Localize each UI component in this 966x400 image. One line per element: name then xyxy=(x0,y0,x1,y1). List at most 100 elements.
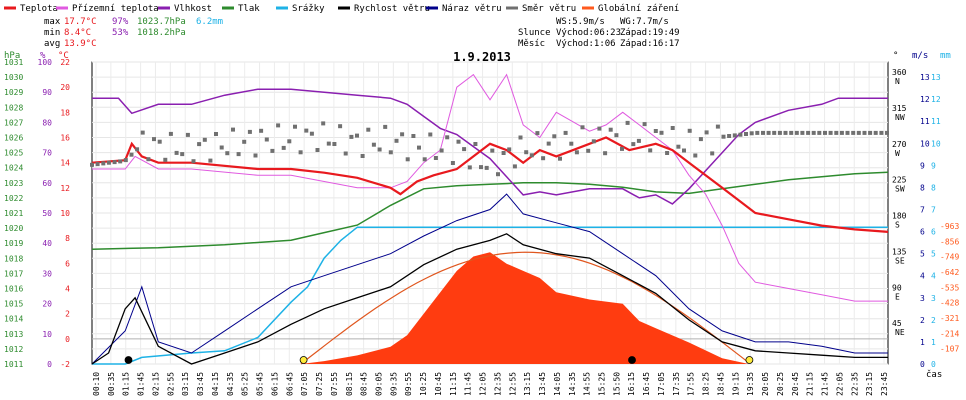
tick-x: 12:55 xyxy=(508,372,517,396)
wind-direction-dot xyxy=(636,138,641,143)
tick-x: 10:25 xyxy=(419,372,428,396)
wind-direction-dot xyxy=(417,145,421,150)
wind-direction-dot xyxy=(777,130,782,135)
wind-direction-dot xyxy=(501,151,506,155)
tick-deg: 225 xyxy=(892,176,907,185)
tick-x: 05:25 xyxy=(241,372,250,396)
stat-avg-label: avg xyxy=(44,39,60,49)
series-gust xyxy=(91,193,888,365)
wind-direction-dot xyxy=(620,146,624,151)
wind-direction-dot xyxy=(467,165,472,170)
wind-direction-dot xyxy=(383,124,388,129)
wind-direction-dot xyxy=(529,153,534,158)
wind-direction-dot xyxy=(535,131,540,136)
wind-direction-dot xyxy=(129,152,134,157)
tick-x: 15:25 xyxy=(598,372,607,396)
legend-item: Teplota xyxy=(4,4,58,14)
stat-avg-temp: 13.9°C xyxy=(64,39,97,49)
wind-direction-dot xyxy=(868,130,873,135)
tick-hpa: 1012 xyxy=(4,345,23,354)
wind-direction-dot xyxy=(755,130,760,135)
tick-pct: 30 xyxy=(42,269,52,278)
tick-ms: 12 xyxy=(920,95,930,104)
wind-direction-dot xyxy=(823,130,827,135)
legend: Teplota Přízemní teplota Vlhkost Tlak Srážky… xyxy=(4,4,679,14)
wind-direction-dot xyxy=(338,124,343,129)
tick-mm: 8 xyxy=(931,183,936,192)
tick-dir: NE xyxy=(895,328,905,337)
tick-hpa: 1018 xyxy=(4,254,23,263)
tick-dir: SW xyxy=(895,185,905,194)
wind-direction-dot xyxy=(783,130,788,135)
tick-x: 14:55 xyxy=(583,372,592,396)
tick-mm: 5 xyxy=(931,250,936,259)
tick-x: 07:55 xyxy=(330,372,339,396)
tick-dir: SE xyxy=(895,256,905,265)
wind-direction-dot xyxy=(496,172,500,177)
tick-x: 03:45 xyxy=(196,372,205,396)
wind-direction-dot xyxy=(732,133,737,138)
wind-direction-dot xyxy=(563,130,568,135)
tick-mm: 4 xyxy=(931,272,936,281)
wind-direction-dot xyxy=(422,157,427,162)
legend-label: Srážky xyxy=(292,4,325,14)
tick-x: 03:15 xyxy=(181,372,190,396)
stat-max-temp: 17.7°C xyxy=(64,17,97,27)
wind-direction-dot xyxy=(219,145,224,150)
tick-x: 21:45 xyxy=(821,372,830,396)
axis-ticks: 1011101210131014101510161017101810191020… xyxy=(4,58,959,396)
wind-direction-dot xyxy=(253,153,258,158)
tick-x: 23:45 xyxy=(880,372,889,396)
tick-ms: 7 xyxy=(920,206,925,215)
legend-item: Tlak xyxy=(222,4,260,14)
wind-direction-dot xyxy=(479,165,483,170)
tick-x: 18:45 xyxy=(716,372,725,396)
stat-max-label: max xyxy=(44,17,61,27)
tick-hpa: 1017 xyxy=(4,269,23,278)
wind-direction-dot xyxy=(698,137,703,142)
tick-pct: 40 xyxy=(42,239,52,248)
tick-hpa: 1015 xyxy=(4,300,23,309)
tick-x: 19:35 xyxy=(746,372,755,396)
wind-direction-dot xyxy=(800,130,805,135)
tick-wm2: -856 xyxy=(940,237,959,246)
tick-x: 17:55 xyxy=(687,372,696,396)
chart-title: 1.9.2013 xyxy=(453,50,511,64)
tick-mm: 6 xyxy=(931,228,936,237)
tick-wm2: -749 xyxy=(940,253,959,262)
tick-pct: 10 xyxy=(42,330,52,339)
wind-direction-dot xyxy=(242,139,247,144)
tick-x: 16:45 xyxy=(642,372,651,396)
wind-direction-dot xyxy=(157,139,162,144)
wind-direction-dot xyxy=(185,132,190,137)
legend-item: Globální záření xyxy=(582,4,679,14)
wind-direction-dot xyxy=(394,138,399,143)
tick-ms: 8 xyxy=(920,183,925,192)
axis-unit-time: čas xyxy=(926,369,942,380)
wind-direction-dot xyxy=(597,126,602,131)
legend-item: Náraz větru xyxy=(426,4,502,14)
wind-direction-dot xyxy=(524,150,529,155)
axis-unit-mm: mm xyxy=(940,51,951,61)
tick-x: 22:05 xyxy=(835,372,844,396)
wind-direction-dot xyxy=(586,148,591,153)
wind-direction-dot xyxy=(174,150,179,155)
tick-x: 11:45 xyxy=(464,372,473,396)
tick-hpa: 1013 xyxy=(4,330,23,339)
wind-direction-dot xyxy=(146,157,151,162)
wind-direction-dot xyxy=(845,130,850,135)
tick-hpa: 1029 xyxy=(4,88,23,97)
wind-direction-dot xyxy=(839,130,844,135)
tick-x: 05:45 xyxy=(256,372,265,396)
legend-item: Přízemní teplota xyxy=(56,4,159,14)
tick-deg: 90 xyxy=(892,283,902,292)
wind-direction-dot xyxy=(400,132,405,137)
tick-hpa: 1031 xyxy=(4,58,23,67)
tick-x: 18:25 xyxy=(702,372,711,396)
tick-deg: 135 xyxy=(892,247,907,256)
series-temperature xyxy=(91,136,889,233)
tick-hpa: 1024 xyxy=(4,164,23,173)
tick-x: 10:45 xyxy=(434,372,443,396)
tick-c: 14 xyxy=(60,159,70,168)
tick-x: 12:35 xyxy=(493,372,502,396)
